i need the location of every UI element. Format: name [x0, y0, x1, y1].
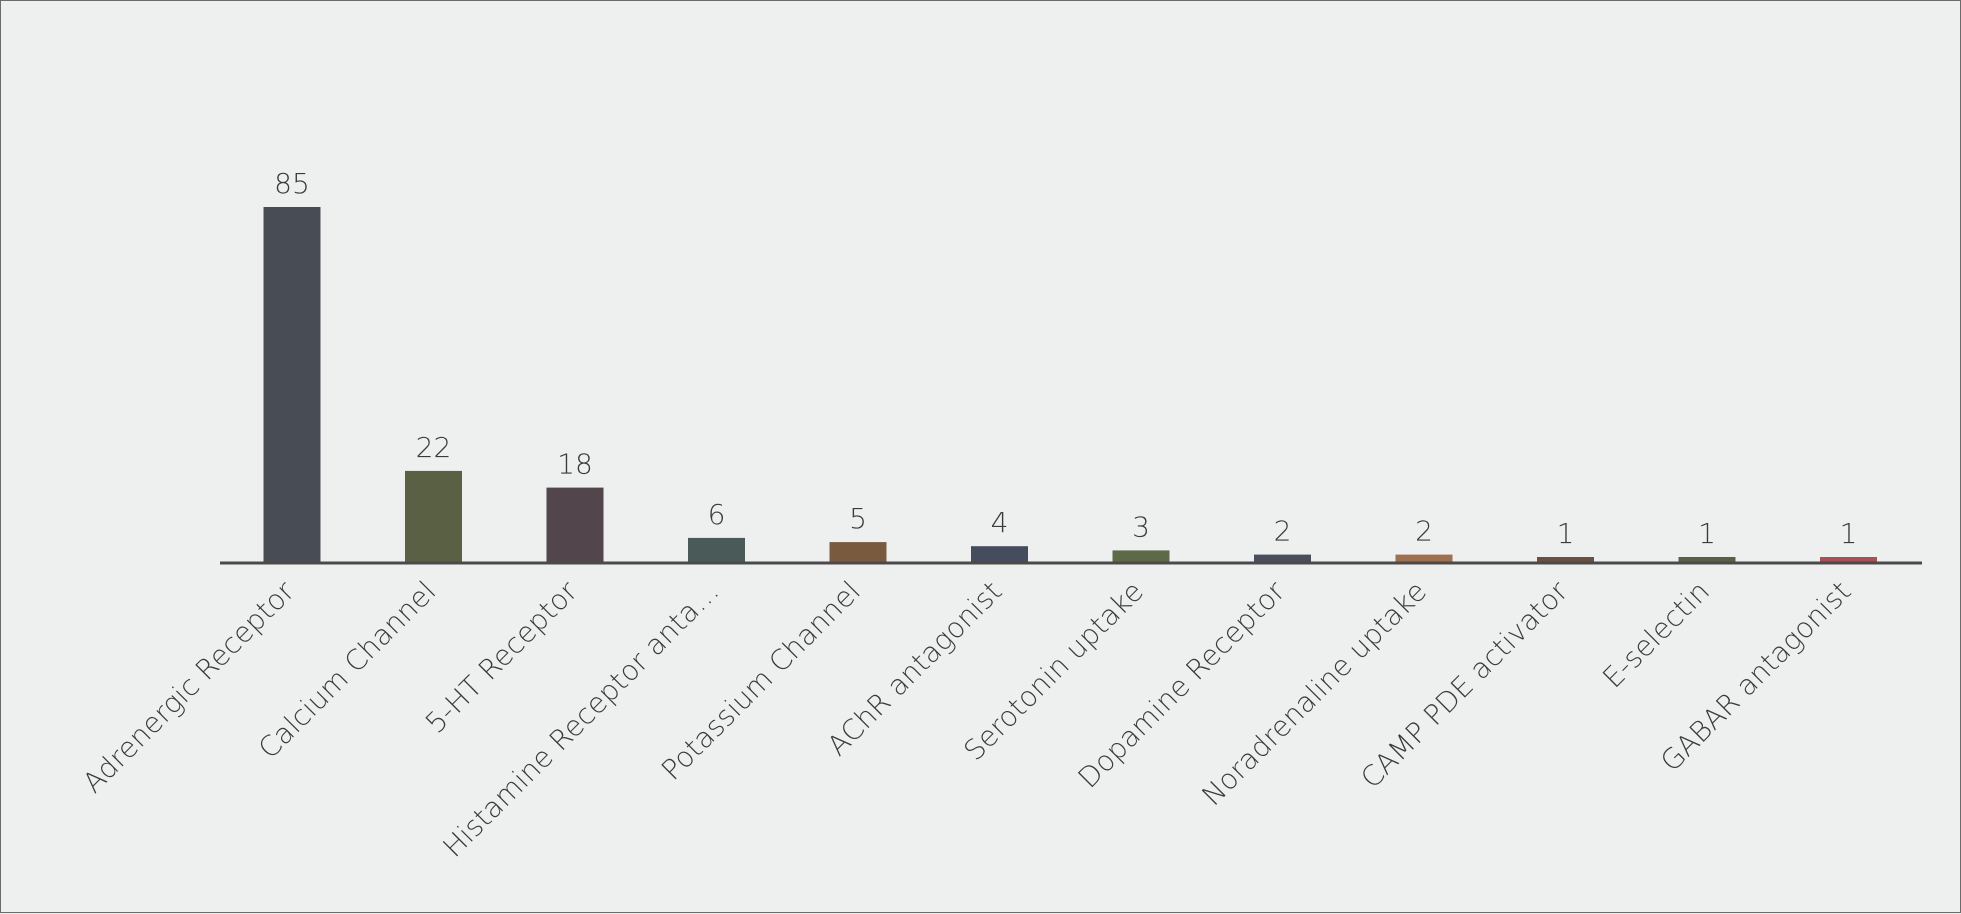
value-label-4: 5: [849, 502, 867, 535]
bar-2: [546, 487, 604, 563]
value-label-1: 22: [416, 431, 452, 464]
value-label-3: 6: [708, 498, 726, 531]
bars-group: [263, 207, 1877, 563]
bar-0: [263, 207, 321, 563]
bar-8: [1395, 554, 1453, 563]
value-label-11: 1: [1840, 517, 1858, 550]
value-label-0: 85: [274, 167, 310, 200]
bar-10: [1678, 557, 1736, 563]
bar-9: [1537, 557, 1594, 563]
bar-4: [829, 542, 887, 563]
bar-6: [1112, 550, 1170, 563]
category-label-8: Noradrenaline uptake: [1195, 575, 1433, 813]
bar-11: [1820, 557, 1877, 563]
value-label-7: 2: [1274, 515, 1292, 548]
value-label-9: 1: [1557, 517, 1575, 550]
bar-5: [971, 546, 1028, 563]
bar-1: [405, 470, 462, 563]
bar-7: [1254, 554, 1311, 563]
value-label-8: 2: [1415, 515, 1433, 548]
value-label-10: 1: [1698, 517, 1716, 550]
value-label-6: 3: [1132, 510, 1150, 543]
value-label-2: 18: [557, 448, 593, 481]
value-label-5: 4: [991, 506, 1009, 539]
category-label-10: E-selectin: [1596, 575, 1716, 695]
bar-3: [688, 537, 745, 563]
category-label-2: 5-HT Receptor: [419, 574, 584, 739]
category-label-3: Histamine Receptor anta…: [436, 575, 725, 864]
category-label-0: Adrenergic Receptor: [76, 574, 301, 799]
